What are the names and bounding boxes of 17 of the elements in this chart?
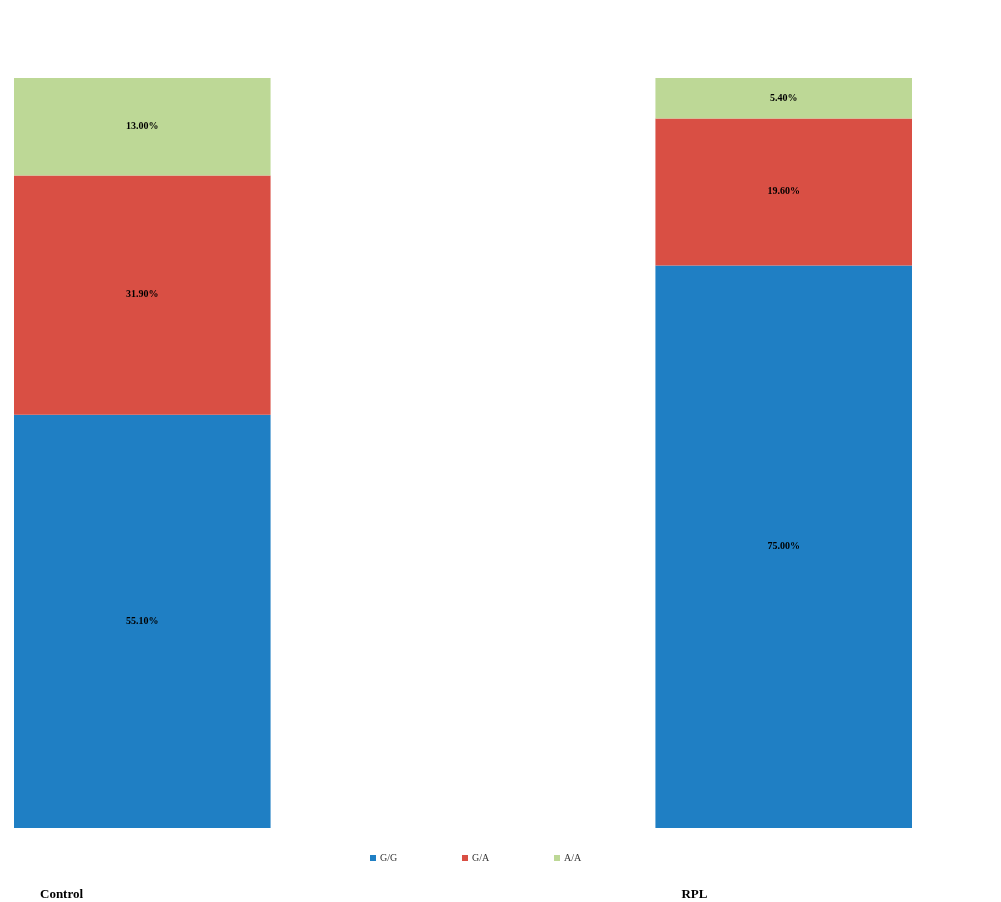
legend-label: A/A	[564, 852, 582, 864]
bar	[655, 265, 912, 828]
data-label: 55.10%	[126, 614, 159, 626]
data-label: 75.00%	[767, 540, 800, 552]
x-tick-label: Control	[40, 886, 84, 901]
data-label: 31.90%	[126, 288, 159, 300]
bar	[14, 414, 271, 828]
bar	[655, 118, 912, 266]
bar	[14, 175, 271, 415]
x-tick-label: RPL	[681, 886, 708, 901]
legend-label: G/G	[380, 852, 398, 864]
data-label: 5.40%	[769, 91, 798, 103]
data-label: 13.00%	[126, 120, 159, 132]
bar	[14, 78, 271, 176]
bar	[655, 78, 912, 119]
legend-label: G/A	[472, 852, 490, 864]
data-label: 19.60%	[767, 185, 800, 197]
